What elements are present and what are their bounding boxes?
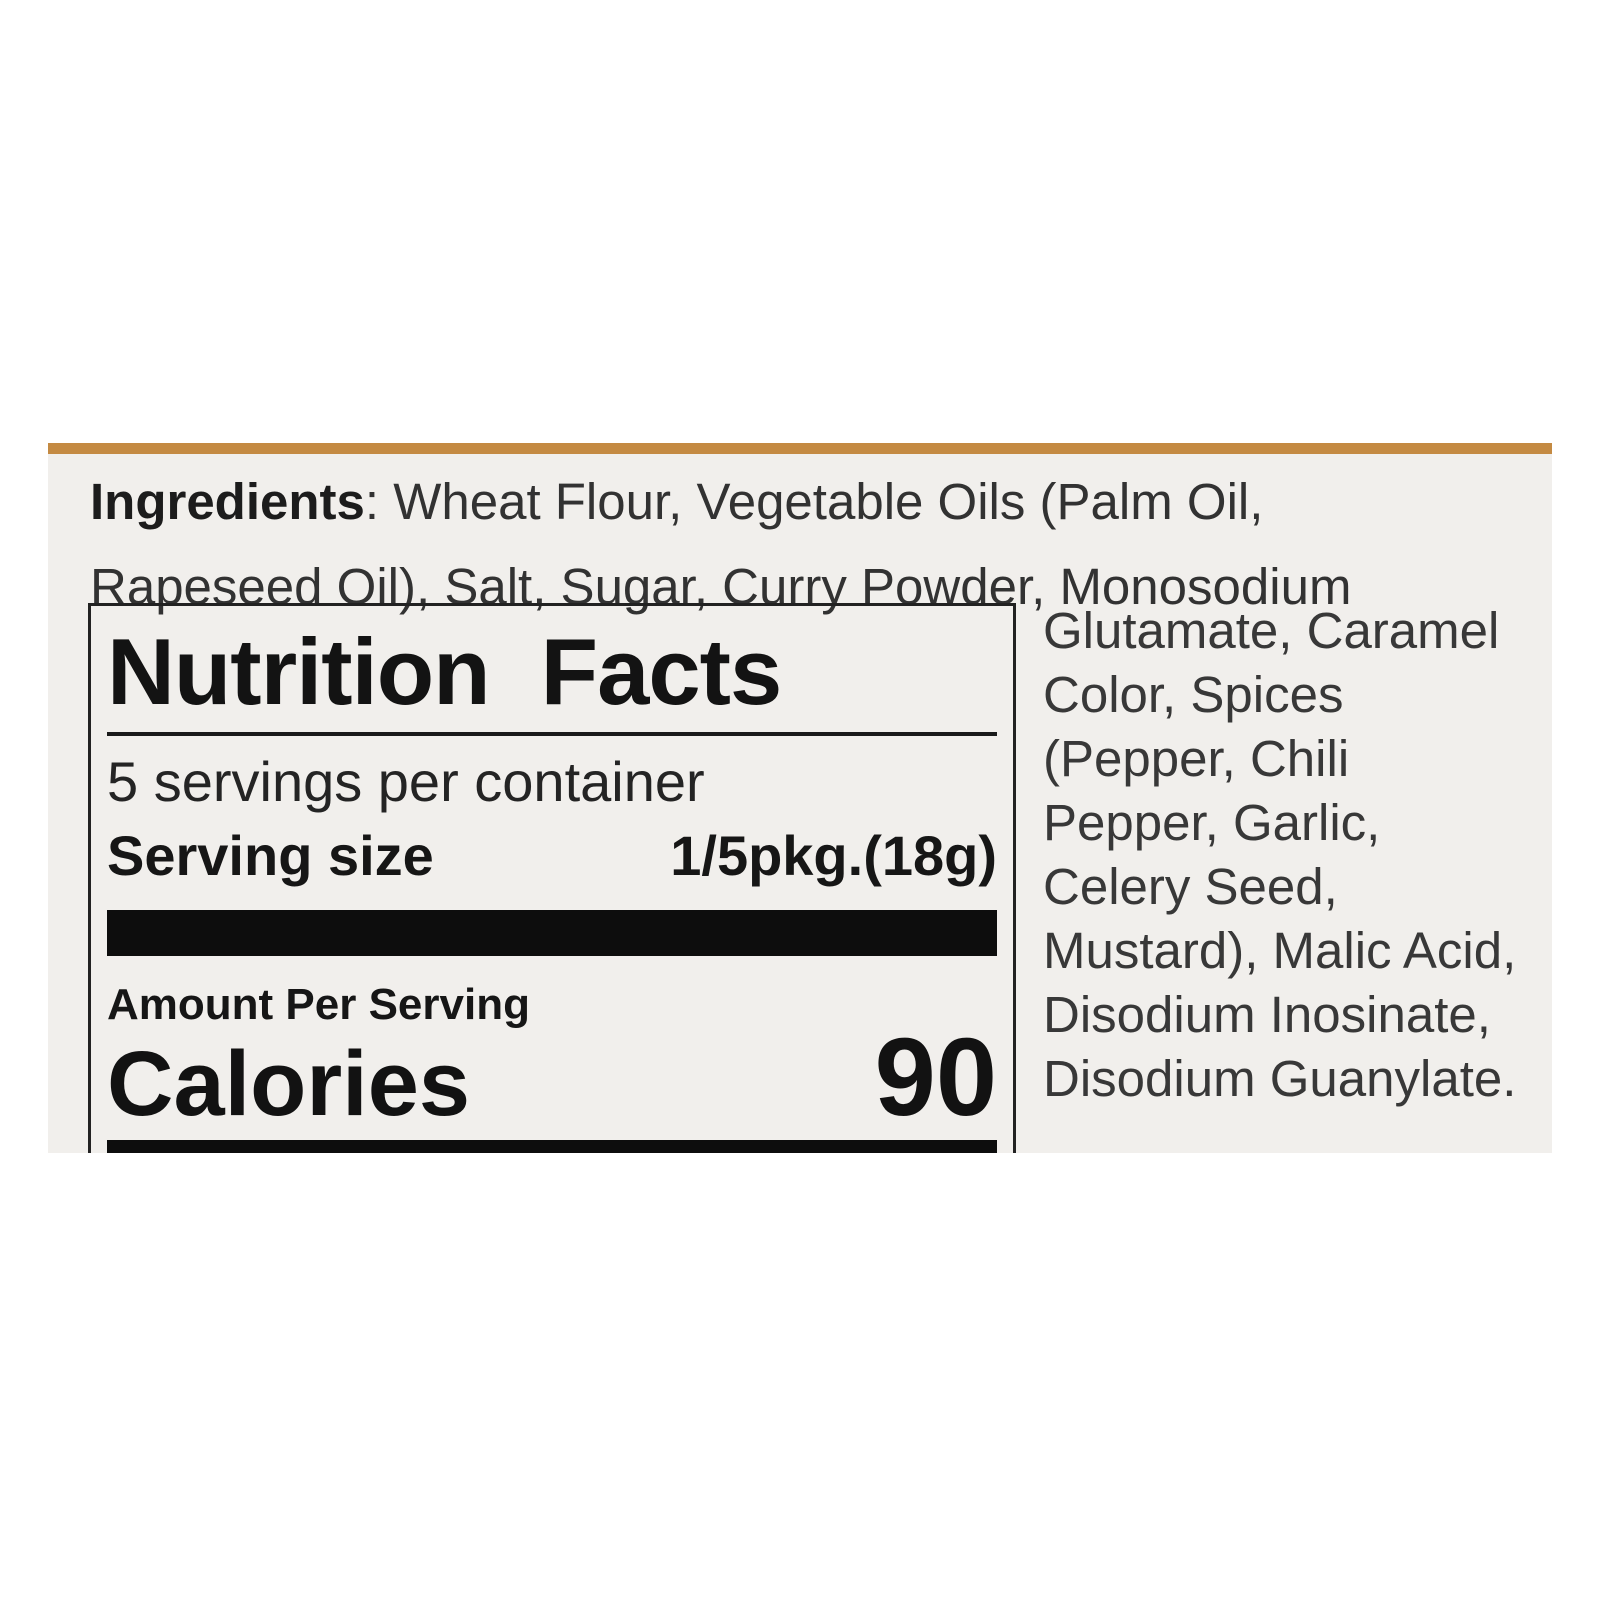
ingredients-right-line-6: Mustard), Malic Acid, bbox=[1043, 922, 1517, 979]
calories-row: Calories 90 bbox=[107, 1016, 997, 1139]
ingredients-line-1: Ingredients: Wheat Flour, Vegetable Oils… bbox=[90, 459, 1460, 544]
thin-divider bbox=[107, 732, 997, 736]
ingredients-right-line-5: Celery Seed, bbox=[1043, 858, 1338, 915]
ingredients-right-column: Glutamate, Caramel Color, Spices (Pepper… bbox=[1043, 599, 1548, 1111]
calories-label: Calories bbox=[107, 1033, 471, 1135]
ingredients-right-line-1: Glutamate, Caramel bbox=[1043, 602, 1500, 659]
thick-divider-bottom-cropped bbox=[107, 1140, 997, 1153]
servings-per-container: 5 servings per container bbox=[107, 750, 705, 813]
nutrition-facts-title: Nutrition Facts bbox=[107, 619, 782, 724]
ingredients-right-line-8: Disodium Guanylate. bbox=[1043, 1050, 1517, 1107]
ingredients-right-line-3: (Pepper, Chili bbox=[1043, 730, 1350, 787]
ingredients-right-line-2: Color, Spices bbox=[1043, 666, 1344, 723]
amount-per-serving-label: Amount Per Serving bbox=[107, 980, 530, 1029]
ingredients-right-line-4: Pepper, Garlic, bbox=[1043, 794, 1381, 851]
thick-divider bbox=[107, 910, 997, 956]
ingredients-right-line-7: Disodium Inosinate, bbox=[1043, 986, 1491, 1043]
serving-size-label: Serving size bbox=[107, 824, 434, 887]
ingredients-heading: Ingredients bbox=[90, 473, 365, 530]
ingredients-paragraph: Ingredients: Wheat Flour, Vegetable Oils… bbox=[90, 459, 1460, 629]
nutrition-facts-panel: Nutrition Facts 5 servings per container… bbox=[88, 603, 1016, 1153]
nutrition-facts-panel-inner: Nutrition Facts 5 servings per container… bbox=[91, 622, 1013, 1135]
nutrition-label: Ingredients: Wheat Flour, Vegetable Oils… bbox=[48, 443, 1552, 1153]
calories-value: 90 bbox=[874, 1016, 997, 1139]
package-edge-stripe bbox=[48, 443, 1552, 454]
serving-size-value: 1/5pkg.(18g) bbox=[670, 824, 997, 887]
serving-size-row: Serving size 1/5pkg.(18g) bbox=[107, 824, 997, 888]
ingredients-line-1-text: : Wheat Flour, Vegetable Oils (Palm Oil, bbox=[364, 473, 1264, 530]
